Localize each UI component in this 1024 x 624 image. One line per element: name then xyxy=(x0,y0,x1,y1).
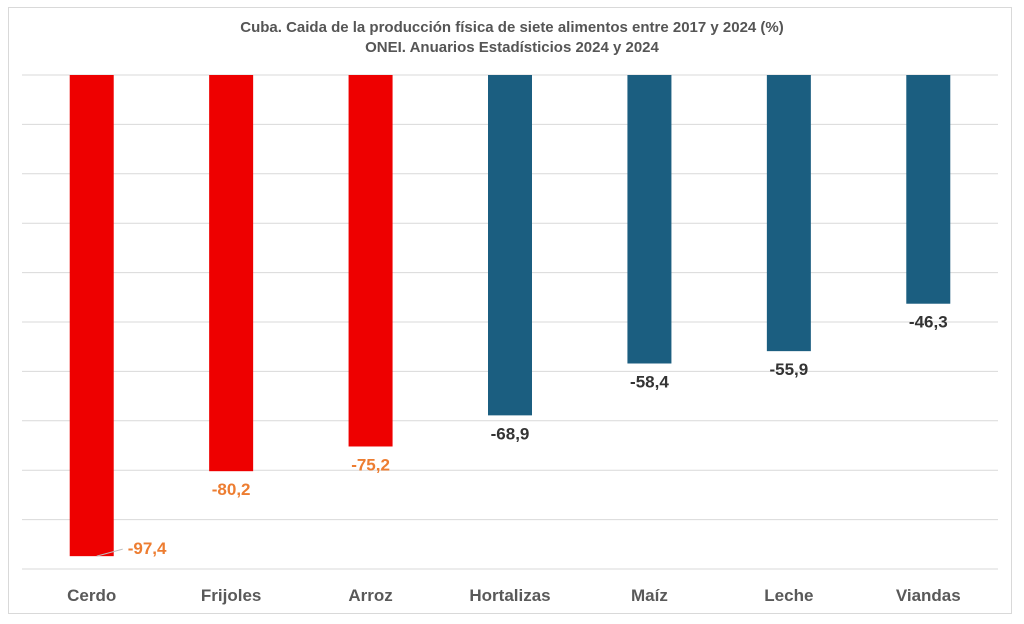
chart-subtitle: ONEI. Anuarios Estadísticios 2024 y 2024 xyxy=(365,39,659,56)
x-tick-label: Hortalizas xyxy=(469,586,550,605)
bar-4 xyxy=(627,75,672,364)
x-tick-label: Leche xyxy=(764,586,813,605)
bar-0 xyxy=(69,75,114,557)
bar-1 xyxy=(209,75,254,472)
leader-line xyxy=(96,548,123,557)
chart-frame xyxy=(8,7,1012,614)
x-tick-label: Viandas xyxy=(896,586,961,605)
data-label: -58,4 xyxy=(630,372,669,391)
bar-2 xyxy=(348,75,393,447)
bar-3 xyxy=(488,75,532,416)
x-tick-label: Arroz xyxy=(348,586,392,605)
data-label: -68,9 xyxy=(491,424,530,443)
data-label: -97,4 xyxy=(128,539,167,558)
data-label: -55,9 xyxy=(769,360,808,379)
data-label: -80,2 xyxy=(212,480,251,499)
bar-5 xyxy=(766,75,811,352)
data-label: -46,3 xyxy=(909,313,948,332)
x-tick-label: Cerdo xyxy=(67,586,116,605)
data-label: -75,2 xyxy=(351,455,390,474)
chart-title: Cuba. Caida de la producción física de s… xyxy=(240,19,784,36)
bar-6 xyxy=(906,75,951,304)
x-tick-label: Frijoles xyxy=(201,586,261,605)
x-tick-label: Maíz xyxy=(631,586,668,605)
